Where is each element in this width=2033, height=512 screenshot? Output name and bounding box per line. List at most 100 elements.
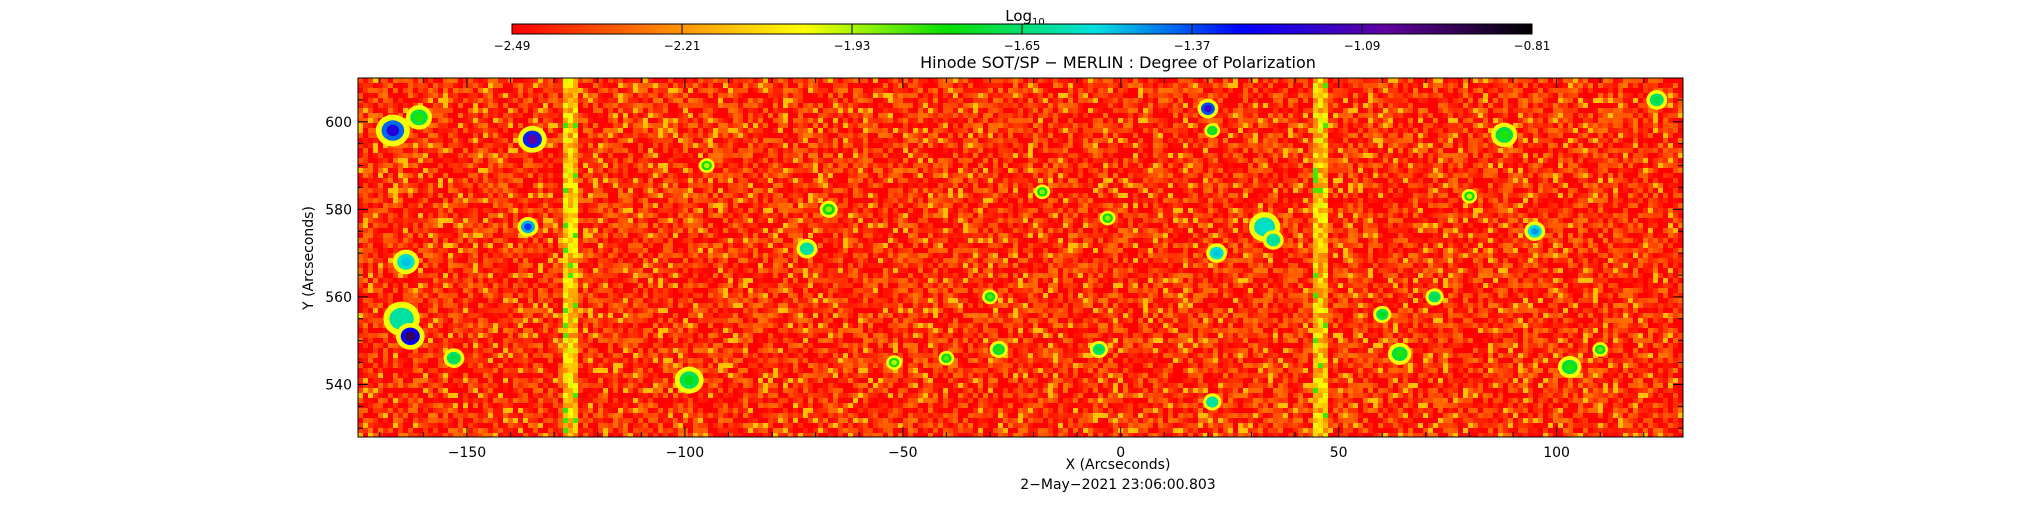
heatmap-cell	[723, 118, 728, 123]
heatmap-cell	[708, 133, 713, 138]
heatmap-cell	[1478, 138, 1483, 143]
heatmap-cell	[788, 83, 793, 88]
heatmap-cell	[443, 153, 448, 158]
heatmap-cell	[1283, 113, 1288, 118]
heatmap-cell	[618, 88, 623, 93]
heatmap-cell	[513, 83, 518, 88]
heatmap-cell	[1523, 108, 1528, 113]
heatmap-cell	[1608, 138, 1613, 143]
heatmap-cell	[528, 98, 533, 103]
heatmap-cell	[923, 123, 928, 128]
heatmap-cell	[1058, 113, 1063, 118]
heatmap-cell	[438, 148, 443, 153]
heatmap-cell	[1458, 93, 1463, 98]
heatmap-cell	[1003, 88, 1008, 93]
heatmap-cell	[858, 108, 863, 113]
heatmap-cell	[953, 98, 958, 103]
heatmap-cell	[493, 83, 498, 88]
heatmap-cell	[1148, 153, 1153, 158]
heatmap-cell	[1358, 138, 1363, 143]
heatmap-cell	[1028, 163, 1033, 168]
heatmap-cell	[1383, 78, 1388, 83]
heatmap-cell	[1393, 163, 1398, 168]
heatmap-cell	[488, 128, 493, 133]
heatmap-cell	[863, 103, 868, 108]
heatmap-cell	[723, 113, 728, 118]
heatmap-cell	[1398, 153, 1403, 158]
heatmap-cell	[1543, 113, 1548, 118]
heatmap-cell	[673, 93, 678, 98]
heatmap-cell	[453, 78, 458, 83]
heatmap-cell	[1183, 143, 1188, 148]
heatmap-cell	[1578, 113, 1583, 118]
heatmap-cell	[1668, 158, 1673, 163]
heatmap-cell	[753, 168, 758, 173]
heatmap-cell	[1213, 163, 1218, 168]
heatmap-cell	[1083, 98, 1088, 103]
heatmap-cell	[1298, 128, 1303, 133]
heatmap-cell	[743, 118, 748, 123]
heatmap-cell	[1403, 143, 1408, 148]
heatmap-cell	[1228, 163, 1233, 168]
heatmap-cell	[1153, 143, 1158, 148]
heatmap-cell	[1518, 138, 1523, 143]
heatmap-cell	[563, 98, 568, 103]
heatmap-cell	[968, 163, 973, 168]
heatmap-cell	[1258, 88, 1263, 93]
heatmap-cell	[1313, 98, 1318, 103]
heatmap-cell	[1578, 83, 1583, 88]
heatmap-cell	[448, 153, 453, 158]
heatmap-cell	[458, 113, 463, 118]
heatmap-cell	[763, 153, 768, 158]
heatmap-cell	[1553, 108, 1558, 113]
heatmap-cell	[1033, 98, 1038, 103]
heatmap-cell	[1108, 98, 1113, 103]
heatmap-cell	[678, 168, 683, 173]
heatmap-cell	[558, 88, 563, 93]
heatmap-cell	[933, 123, 938, 128]
heatmap-cell	[1313, 123, 1318, 128]
heatmap-cell	[1573, 78, 1578, 83]
heatmap-cell	[1138, 128, 1143, 133]
heatmap-cell	[1568, 113, 1573, 118]
heatmap-cell	[358, 148, 363, 153]
heatmap-cell	[1458, 148, 1463, 153]
heatmap-cell	[943, 78, 948, 83]
heatmap-cell	[758, 98, 763, 103]
heatmap-cell	[463, 143, 468, 148]
heatmap-cell	[938, 158, 943, 163]
heatmap-cell	[488, 108, 493, 113]
heatmap-cell	[1183, 93, 1188, 98]
heatmap-cell	[618, 83, 623, 88]
heatmap-cell	[1073, 163, 1078, 168]
heatmap-cell	[1278, 148, 1283, 153]
heatmap-cell	[1518, 123, 1523, 128]
heatmap-cell	[1333, 168, 1338, 173]
heatmap-cell	[1148, 128, 1153, 133]
heatmap-cell	[1228, 153, 1233, 158]
heatmap-cell	[1553, 93, 1558, 98]
heatmap-cell	[828, 163, 833, 168]
heatmap-cell	[673, 113, 678, 118]
heatmap-cell	[1248, 123, 1253, 128]
heatmap-cell	[1538, 163, 1543, 168]
heatmap-cell	[808, 88, 813, 93]
heatmap-cell	[1298, 103, 1303, 108]
heatmap-cell	[548, 168, 553, 173]
heatmap-cell	[533, 108, 538, 113]
heatmap-cell	[1648, 163, 1653, 168]
heatmap-cell	[793, 168, 798, 173]
heatmap-cell	[1468, 158, 1473, 163]
heatmap-cell	[878, 163, 883, 168]
heatmap-cell	[1613, 123, 1618, 128]
heatmap-cell	[1393, 78, 1398, 83]
heatmap-cell	[1208, 83, 1213, 88]
heatmap-cell	[558, 158, 563, 163]
heatmap-cell	[978, 168, 983, 173]
heatmap-cell	[923, 118, 928, 123]
heatmap-cell	[843, 138, 848, 143]
heatmap-cell	[418, 83, 423, 88]
heatmap-cell	[658, 108, 663, 113]
heatmap-cell	[363, 103, 368, 108]
heatmap-cell	[1413, 98, 1418, 103]
